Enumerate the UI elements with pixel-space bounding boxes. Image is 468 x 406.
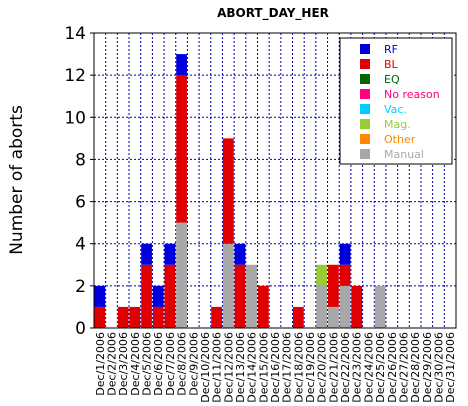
x-tick-label: Dec/29/2006: [421, 332, 434, 403]
x-tick-label: Dec/1/2006: [94, 332, 107, 396]
x-tick-label: Dec/17/2006: [281, 332, 294, 403]
y-tick-label: 6: [75, 193, 86, 213]
x-tick-label: Dec/26/2006: [386, 332, 399, 403]
x-tick-label: Dec/5/2006: [141, 332, 154, 396]
x-tick-label: Dec/3/2006: [117, 332, 130, 396]
legend-label: Other: [384, 133, 416, 146]
legend-label: Manual: [384, 148, 424, 161]
bar-segment-rf: [339, 243, 351, 265]
x-tick-label: Dec/11/2006: [211, 332, 224, 403]
x-tick-label: Dec/12/2006: [222, 332, 235, 403]
x-tick-label: Dec/24/2006: [362, 332, 375, 403]
legend-swatch: [360, 59, 370, 69]
legend-swatch: [360, 149, 370, 159]
bar-segment-bl: [94, 306, 106, 328]
bar-segment-manual: [316, 285, 328, 328]
bar-segment-manual: [176, 222, 187, 328]
bar-segment-bl: [141, 264, 152, 328]
legend-label: Mag.: [384, 118, 411, 131]
x-tick-label: Dec/18/2006: [292, 332, 305, 403]
x-tick-label: Dec/9/2006: [187, 332, 200, 396]
y-tick-label: 0: [75, 319, 86, 339]
x-tick-label: Dec/4/2006: [129, 332, 142, 396]
x-tick-label: Dec/21/2006: [327, 332, 340, 403]
bars-layer: [94, 54, 386, 328]
x-tick-label: Dec/30/2006: [432, 332, 445, 403]
x-tick-label: Dec/22/2006: [339, 332, 352, 403]
x-tick-label: Dec/2/2006: [106, 332, 119, 396]
x-tick-label: Dec/10/2006: [199, 332, 212, 403]
bar-segment-bl: [257, 285, 269, 328]
bar-segment-rf: [152, 285, 164, 307]
x-tick-labels: Dec/1/2006Dec/2/2006Dec/3/2006Dec/4/2006…: [94, 332, 457, 403]
x-tick-label: Dec/14/2006: [246, 332, 259, 403]
y-axis-label: Number of aborts: [7, 105, 27, 255]
y-tick-labels: 0 2 4 6 8 10 12 14: [64, 24, 94, 339]
bar-segment-rf: [234, 243, 246, 265]
bar-segment-bl: [152, 306, 164, 328]
x-tick-label: Dec/31/2006: [444, 332, 457, 403]
bar-segment-manual: [374, 285, 386, 328]
legend-swatch: [360, 44, 370, 54]
bar-segment-bl: [351, 285, 363, 328]
legend-swatch: [360, 134, 370, 144]
bar-segment-bl: [211, 306, 222, 328]
bar-segment-manual: [222, 243, 234, 328]
x-tick-label: Dec/27/2006: [397, 332, 410, 403]
plot-frame: [93, 32, 457, 329]
legend-label: No reason: [384, 88, 440, 101]
y-tick-label: 10: [64, 108, 86, 128]
bar-segment-manual: [246, 264, 258, 328]
x-tick-label: Dec/15/2006: [257, 332, 270, 403]
bar-segment-mag-: [316, 264, 328, 286]
y-tick-label: 12: [64, 66, 86, 86]
bar-segment-manual: [339, 285, 351, 328]
bar-segment-bl: [164, 264, 176, 328]
legend: RF BL EQ No reason Vac. Mag. Other Manual: [339, 37, 453, 165]
legend-label: RF: [384, 43, 398, 56]
y-tick-label: 4: [75, 235, 86, 255]
x-tick-label: Dec/20/2006: [316, 332, 329, 403]
x-tick-label: Dec/25/2006: [374, 332, 387, 403]
y-tick-label: 14: [64, 24, 86, 44]
x-tick-label: Dec/7/2006: [164, 332, 177, 396]
bar-segment-bl: [339, 264, 351, 286]
x-tick-label: Dec/8/2006: [176, 332, 189, 396]
x-tick-label: Dec/16/2006: [269, 332, 282, 403]
legend-box: [339, 37, 453, 165]
bar-segment-rf: [176, 54, 187, 76]
bar-segment-bl: [129, 306, 141, 328]
legend-swatch: [360, 89, 370, 99]
bar-segment-rf: [141, 243, 152, 265]
x-tick-label: Dec/19/2006: [304, 332, 317, 403]
legend-swatch: [360, 119, 370, 129]
legend-swatch: [360, 74, 370, 84]
legend-swatch: [360, 104, 370, 114]
legend-label: EQ: [384, 73, 400, 86]
bar-segment-bl: [328, 264, 339, 307]
bar-segment-rf: [94, 285, 106, 307]
chart-title: ABORT_DAY_HER: [217, 6, 329, 21]
bar-segment-rf: [164, 243, 176, 265]
bar-segment-bl: [234, 264, 246, 328]
x-tick-label: Dec/23/2006: [351, 332, 364, 403]
bar-segment-bl: [222, 138, 234, 244]
bar-segment-bl: [292, 306, 304, 328]
bar-segment-bl: [117, 306, 129, 328]
x-tick-label: Dec/13/2006: [234, 332, 247, 403]
bar-segment-manual: [328, 306, 339, 328]
x-tick-label: Dec/6/2006: [152, 332, 165, 396]
x-tick-label: Dec/28/2006: [409, 332, 422, 403]
y-tick-label: 2: [75, 277, 86, 297]
legend-label: Vac.: [384, 103, 407, 116]
y-tick-label: 8: [75, 150, 86, 170]
bar-segment-bl: [176, 75, 187, 223]
legend-label: BL: [384, 58, 399, 71]
